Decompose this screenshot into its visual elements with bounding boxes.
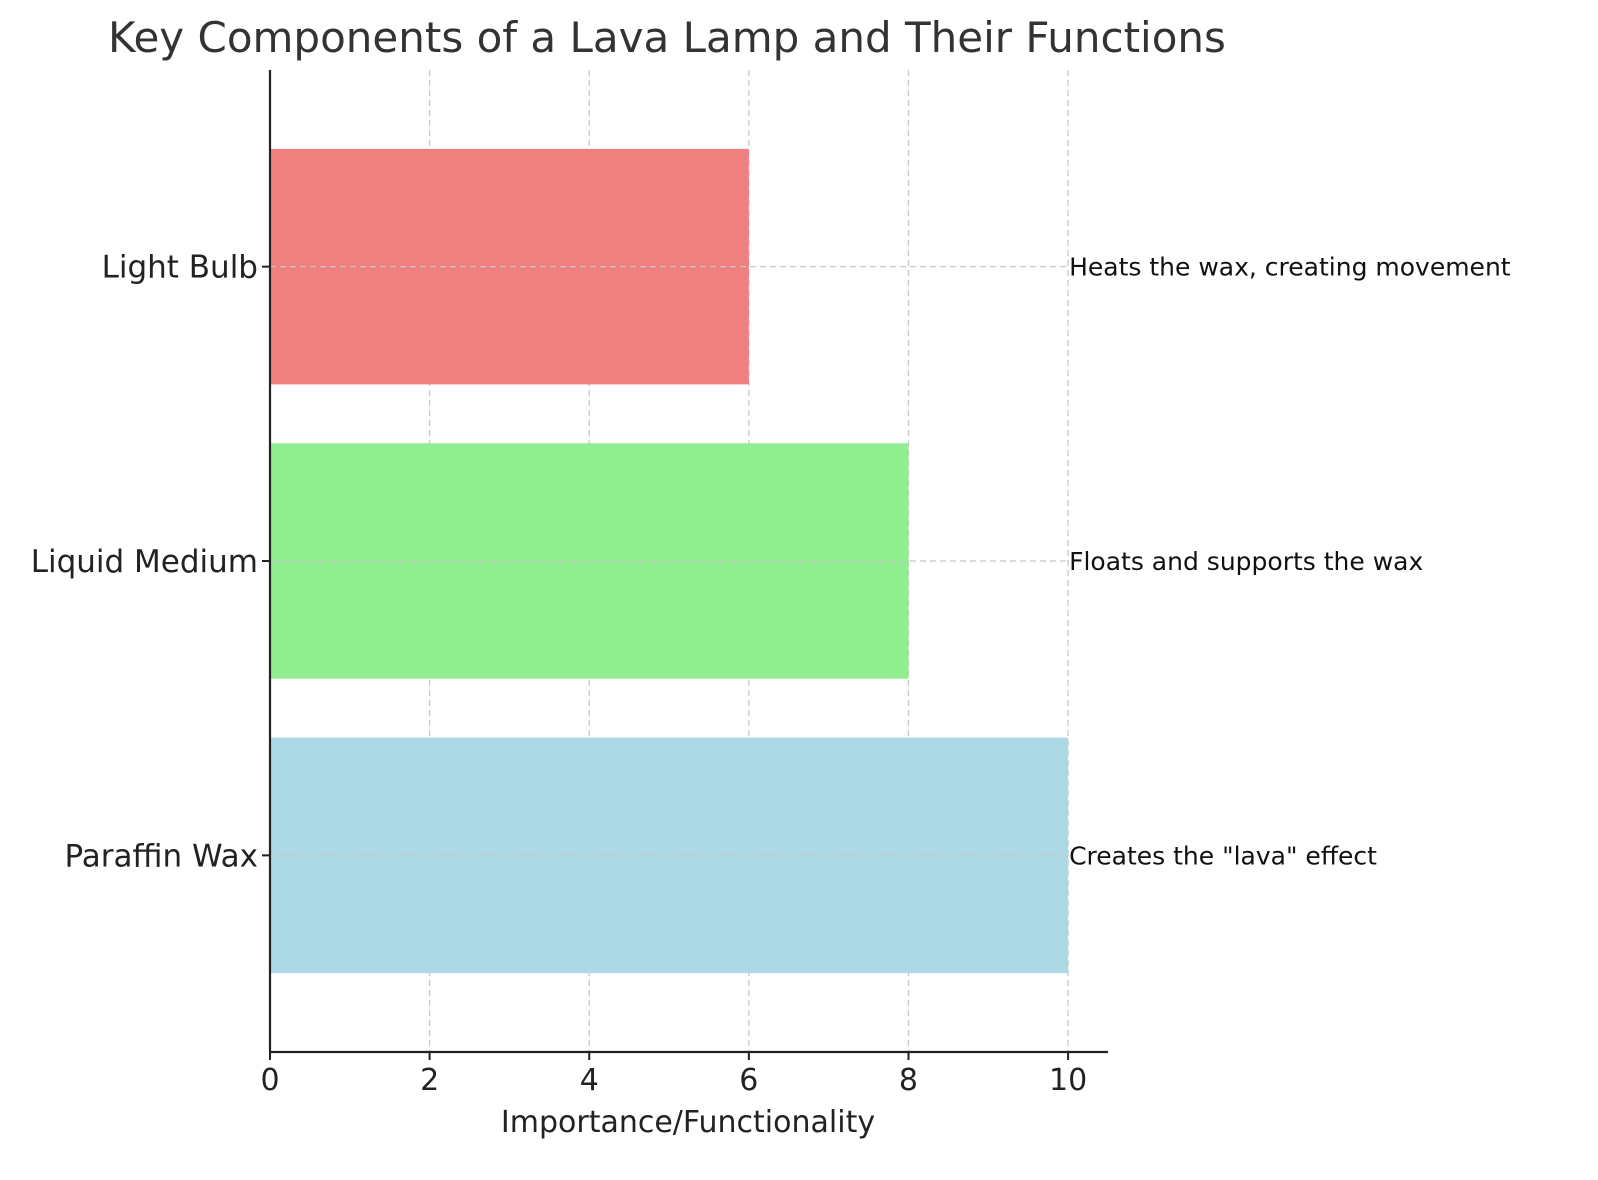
y-category-labels: Paraffin Wax Liquid Medium Light Bulb [31, 250, 258, 875]
bars [270, 148, 1069, 974]
x-axis-label: Importance/Functionality [501, 1105, 875, 1140]
category-label: Liquid Medium [31, 544, 258, 580]
bar-paraffin-wax [270, 737, 1069, 974]
x-tick-label: 0 [260, 1063, 279, 1098]
horizontal-grid-lines [270, 265, 1069, 857]
bar-annotation: Creates the "lava" effect [1069, 841, 1377, 870]
x-tick-label: 4 [580, 1063, 599, 1098]
bar-light-bulb [270, 148, 749, 385]
bar-annotation: Heats the wax, creating movement [1069, 253, 1511, 282]
x-tick-label: 2 [420, 1063, 439, 1098]
x-tick-label: 8 [899, 1063, 918, 1098]
bar-annotation: Floats and supports the wax [1069, 547, 1423, 576]
x-tick-label: 10 [1049, 1063, 1087, 1098]
axes [262, 70, 1108, 1060]
bar-annotations: Creates the "lava" effect Floats and supp… [1069, 253, 1511, 871]
x-tick-label: 6 [739, 1063, 758, 1098]
x-tick-labels: 0 2 4 6 8 10 [260, 1063, 1087, 1098]
category-label: Light Bulb [102, 250, 258, 286]
category-label: Paraffin Wax [64, 838, 258, 874]
chart-title: Key Components of a Lava Lamp and Their … [108, 13, 1226, 62]
